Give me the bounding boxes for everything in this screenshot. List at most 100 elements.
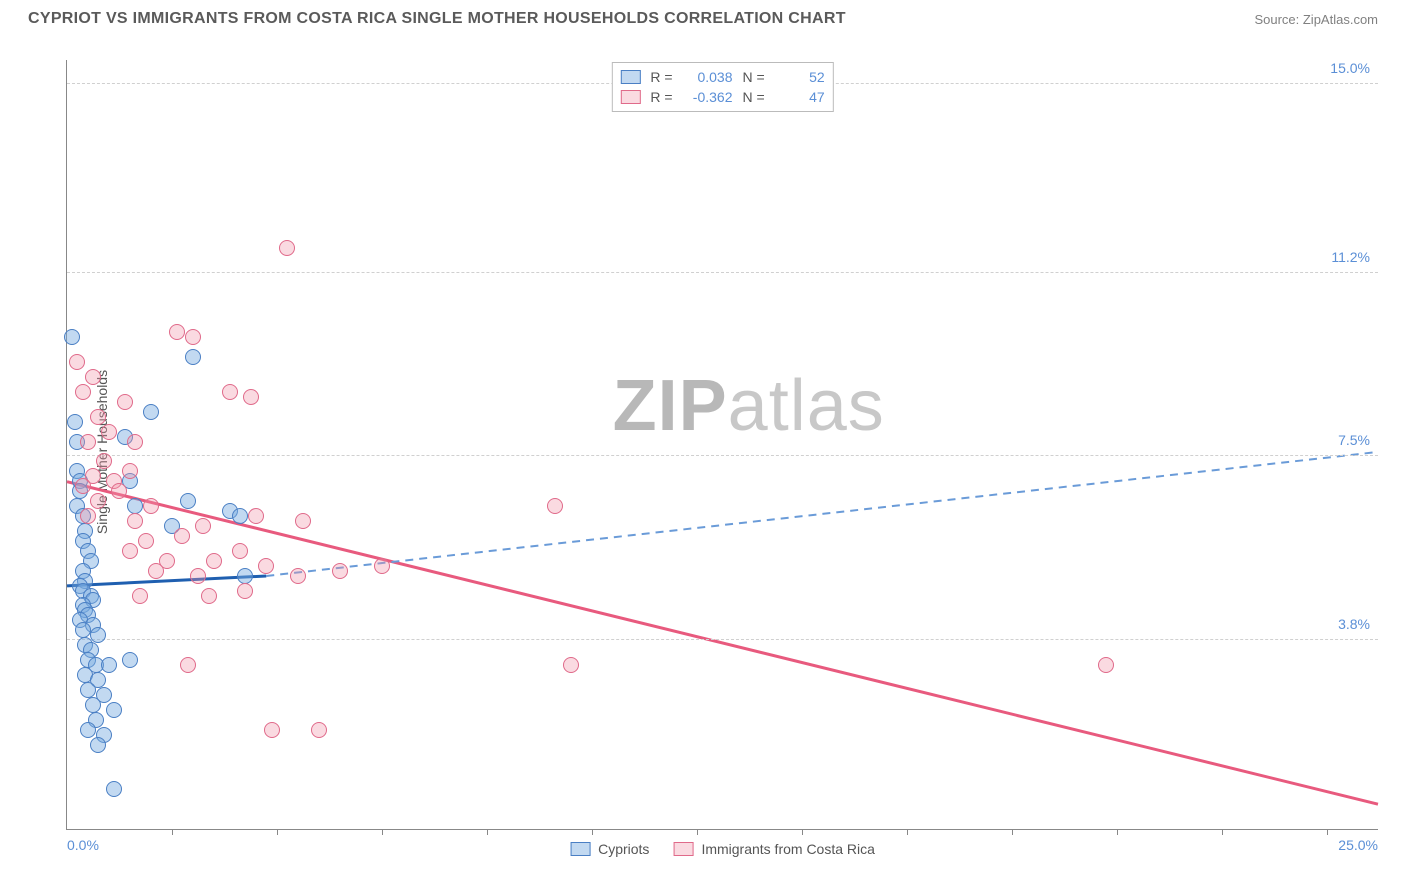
data-point — [90, 493, 106, 509]
n-value-costa-rica: 47 — [775, 89, 825, 105]
data-point — [1098, 657, 1114, 673]
legend-row-costa-rica: R = -0.362 N = 47 — [620, 87, 824, 107]
y-tick-label: 15.0% — [1330, 60, 1370, 76]
x-tick — [1117, 829, 1118, 835]
data-point — [69, 354, 85, 370]
data-point — [243, 389, 259, 405]
data-point — [75, 384, 91, 400]
data-point — [127, 434, 143, 450]
source-label: Source: ZipAtlas.com — [1254, 12, 1378, 27]
x-tick — [1222, 829, 1223, 835]
swatch-blue-icon — [570, 842, 590, 856]
data-point — [264, 722, 280, 738]
x-tick — [487, 829, 488, 835]
data-point — [132, 588, 148, 604]
data-point — [138, 533, 154, 549]
data-point — [232, 508, 248, 524]
data-point — [127, 498, 143, 514]
x-tick — [172, 829, 173, 835]
data-point — [180, 657, 196, 673]
gridline — [67, 639, 1378, 640]
y-tick-label: 3.8% — [1338, 616, 1370, 632]
series-legend: Cypriots Immigrants from Costa Rica — [570, 841, 875, 857]
data-point — [195, 518, 211, 534]
x-origin-label: 0.0% — [67, 837, 99, 853]
data-point — [159, 553, 175, 569]
data-point — [237, 583, 253, 599]
swatch-blue-icon — [620, 70, 640, 84]
r-value-cypriots: 0.038 — [683, 69, 733, 85]
x-tick — [592, 829, 593, 835]
data-point — [222, 384, 238, 400]
trend-lines — [67, 60, 1378, 829]
legend-row-cypriots: R = 0.038 N = 52 — [620, 67, 824, 87]
data-point — [101, 657, 117, 673]
data-point — [127, 513, 143, 529]
data-point — [85, 697, 101, 713]
data-point — [80, 508, 96, 524]
data-point — [90, 627, 106, 643]
data-point — [64, 329, 80, 345]
data-point — [290, 568, 306, 584]
data-point — [90, 409, 106, 425]
data-point — [258, 558, 274, 574]
data-point — [106, 702, 122, 718]
data-point — [201, 588, 217, 604]
data-point — [190, 568, 206, 584]
n-label: N = — [743, 89, 765, 105]
legend-label-costa-rica: Immigrants from Costa Rica — [701, 841, 874, 857]
n-value-cypriots: 52 — [775, 69, 825, 85]
data-point — [85, 369, 101, 385]
data-point — [122, 543, 138, 559]
gridline — [67, 272, 1378, 273]
y-tick-label: 11.2% — [1331, 249, 1370, 265]
data-point — [122, 652, 138, 668]
chart-title: CYPRIOT VS IMMIGRANTS FROM COSTA RICA SI… — [28, 10, 846, 28]
data-point — [563, 657, 579, 673]
swatch-pink-icon — [620, 90, 640, 104]
data-point — [80, 434, 96, 450]
x-tick — [1327, 829, 1328, 835]
data-point — [122, 463, 138, 479]
x-tick — [1012, 829, 1013, 835]
data-point — [106, 781, 122, 797]
x-tick — [382, 829, 383, 835]
data-point — [75, 622, 91, 638]
data-point — [174, 528, 190, 544]
data-point — [311, 722, 327, 738]
data-point — [185, 329, 201, 345]
data-point — [80, 682, 96, 698]
legend-label-cypriots: Cypriots — [598, 841, 649, 857]
correlation-legend: R = 0.038 N = 52 R = -0.362 N = 47 — [611, 62, 833, 112]
r-label: R = — [650, 69, 672, 85]
gridline — [67, 455, 1378, 456]
data-point — [185, 349, 201, 365]
data-point — [169, 324, 185, 340]
data-point — [237, 568, 253, 584]
r-value-costa-rica: -0.362 — [683, 89, 733, 105]
data-point — [206, 553, 222, 569]
data-point — [180, 493, 196, 509]
data-point — [67, 414, 83, 430]
n-label: N = — [743, 69, 765, 85]
legend-item-costa-rica: Immigrants from Costa Rica — [673, 841, 874, 857]
data-point — [111, 483, 127, 499]
swatch-pink-icon — [673, 842, 693, 856]
data-point — [248, 508, 264, 524]
r-label: R = — [650, 89, 672, 105]
x-tick — [277, 829, 278, 835]
x-tick — [697, 829, 698, 835]
data-point — [143, 498, 159, 514]
x-tick — [907, 829, 908, 835]
chart-container: Single Mother Households ZIPatlas R = 0.… — [28, 42, 1388, 862]
data-point — [90, 737, 106, 753]
data-point — [80, 722, 96, 738]
plot-area: ZIPatlas R = 0.038 N = 52 R = -0.362 N =… — [66, 60, 1378, 830]
data-point — [295, 513, 311, 529]
y-tick-label: 7.5% — [1338, 432, 1370, 448]
data-point — [547, 498, 563, 514]
data-point — [143, 404, 159, 420]
x-tick — [802, 829, 803, 835]
data-point — [101, 424, 117, 440]
data-point — [279, 240, 295, 256]
